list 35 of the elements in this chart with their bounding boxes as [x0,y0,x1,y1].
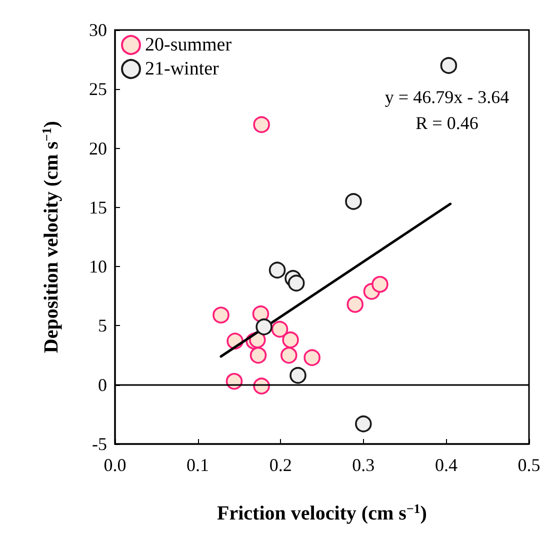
legend-label: 21-winter [145,58,220,80]
legend-label: 20-summer [145,34,232,56]
annotation: y = 46.79x - 3.64 R = 0.46 [384,87,510,133]
point [288,274,305,292]
point [304,349,320,366]
y-tick-label: 0 [98,374,107,395]
y-tick-label: 20 [89,138,107,158]
point [440,57,458,74]
point [253,116,270,134]
y-tick-label: 15 [89,197,107,218]
y-tick-label: -5 [92,434,107,454]
point [271,320,288,338]
x-tick-label: 0.1 [186,455,210,475]
x-tick-label: 0.3 [352,455,375,475]
x-tick-label: 0.4 [434,455,458,475]
point [372,276,388,293]
x-tick-label: 0.2 [269,455,292,475]
y-tick-label: 25 [89,79,107,100]
point [268,262,286,279]
y-tick-label: 10 [89,256,107,277]
point [250,346,267,364]
point [280,346,298,364]
point [212,306,230,324]
point [282,332,299,348]
point [252,305,270,322]
y-axis-title: Deposition velocity (cm s−1) [39,120,62,354]
x-tick-label: 0.5 [518,455,540,475]
point [290,367,306,384]
y-tick-label: 5 [98,316,107,336]
point [256,318,272,336]
x-tick-label: 0.0 [104,455,126,475]
y-tick-label: 30 [89,20,107,40]
point [346,296,364,313]
point [355,415,372,432]
point [345,193,362,210]
